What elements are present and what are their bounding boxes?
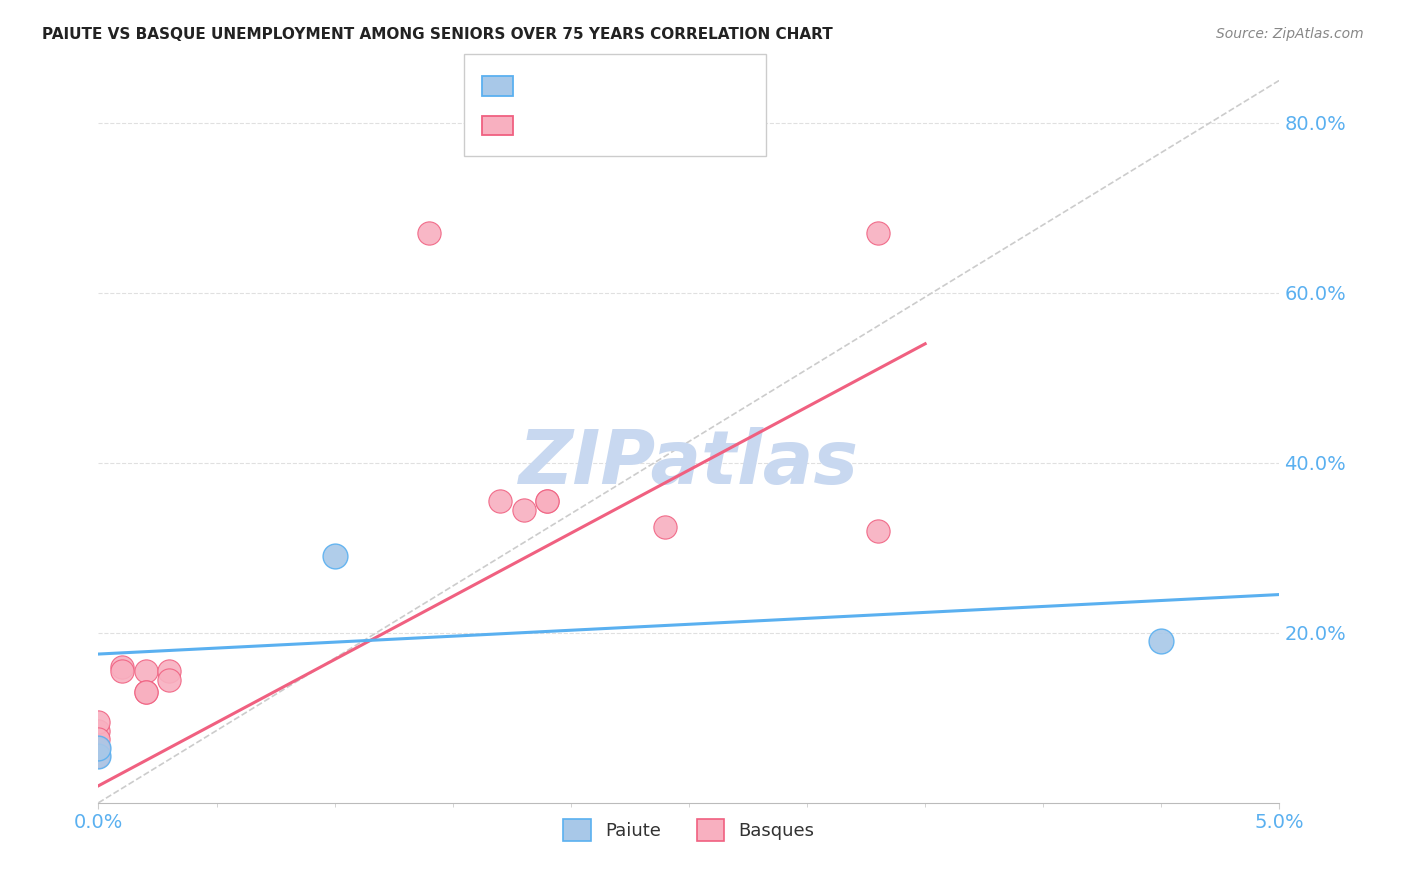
Point	[489, 494, 512, 508]
Text: ZIPatlas: ZIPatlas	[519, 426, 859, 500]
Point	[157, 664, 180, 678]
Point	[87, 723, 110, 738]
Point	[111, 664, 134, 678]
Text: 0.624: 0.624	[571, 117, 627, 135]
Point	[536, 494, 558, 508]
Point	[157, 673, 180, 687]
Point	[135, 685, 157, 699]
Point	[866, 524, 889, 538]
Point	[87, 732, 110, 747]
Text: N=: N=	[633, 77, 664, 95]
Text: 0.271: 0.271	[571, 77, 627, 95]
Point	[87, 749, 110, 764]
Text: 4: 4	[665, 77, 678, 95]
Point	[87, 749, 110, 764]
Point	[87, 740, 110, 755]
Text: PAIUTE VS BASQUE UNEMPLOYMENT AMONG SENIORS OVER 75 YEARS CORRELATION CHART: PAIUTE VS BASQUE UNEMPLOYMENT AMONG SENI…	[42, 27, 832, 42]
Point	[654, 519, 676, 533]
Point	[536, 494, 558, 508]
Point	[135, 685, 157, 699]
Text: R =: R =	[524, 117, 561, 135]
Point	[87, 740, 110, 755]
Text: N=: N=	[633, 117, 664, 135]
Point	[323, 549, 346, 564]
Point	[418, 227, 440, 241]
Point	[1150, 634, 1173, 648]
Point	[512, 502, 534, 516]
Text: 20: 20	[665, 117, 690, 135]
Point	[87, 714, 110, 729]
Point	[135, 664, 157, 678]
Point	[866, 227, 889, 241]
Legend: Paiute, Basques: Paiute, Basques	[557, 812, 821, 848]
Point	[111, 660, 134, 674]
Text: Source: ZipAtlas.com: Source: ZipAtlas.com	[1216, 27, 1364, 41]
Text: R =: R =	[524, 77, 561, 95]
